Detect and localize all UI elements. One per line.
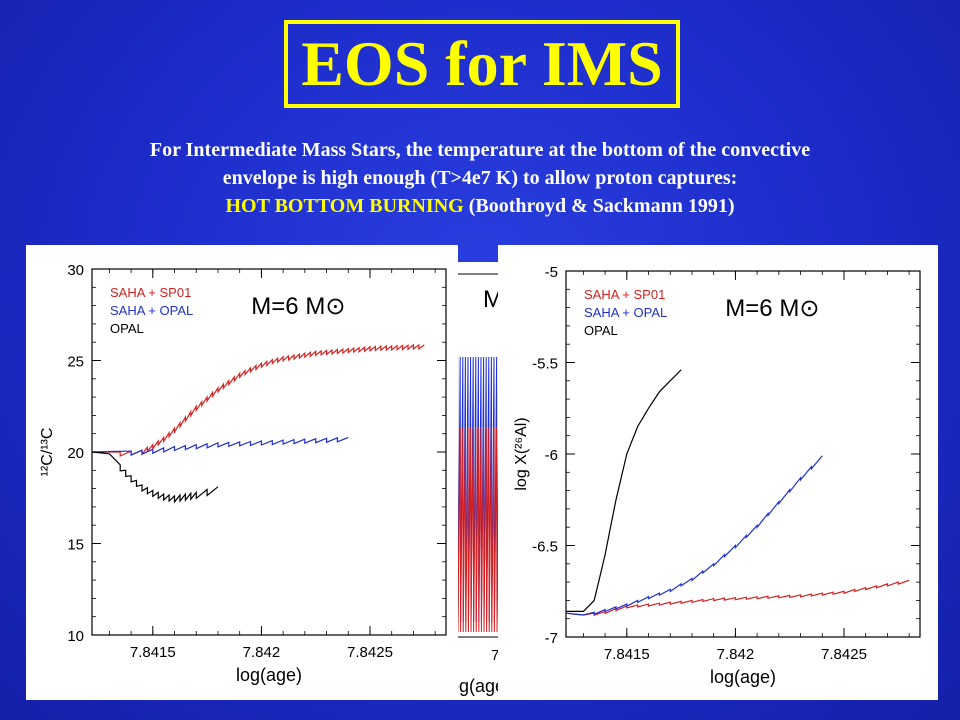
legend-entry: SAHA + OPAL [584, 305, 667, 320]
slide-title: EOS for IMS [301, 28, 663, 99]
y-axis-label: log X(²⁶Al) [513, 417, 530, 490]
middle-chart-svg: M7.log(age) [445, 273, 511, 696]
x-tick-label: 7.8425 [347, 644, 393, 661]
series-line-saha-sp01 [565, 579, 910, 617]
mass-annotation: M=6 M⊙ [251, 293, 345, 320]
series-line-saha-opal [91, 436, 349, 457]
subtitle-line-2: envelope is high enough (T>4e7 K) to all… [222, 167, 738, 189]
y-tick-label: -5 [545, 264, 558, 281]
x-axis-label: log(age) [236, 665, 302, 685]
y-tick-label: 25 [67, 354, 84, 371]
y-axis-label: ¹²C/¹³C [39, 428, 56, 477]
y-tick-label: -6.5 [532, 539, 558, 556]
series-line-opal [566, 369, 682, 612]
subtitle-line-3: HOT BOTTOM BURNING (Boothroyd & Sackmann… [0, 192, 960, 220]
x-tick-label: 7.8415 [130, 644, 176, 661]
legend-entry: SAHA + SP01 [584, 287, 665, 302]
title-box: EOS for IMS [284, 20, 680, 108]
series-line-opal [91, 451, 219, 504]
y-tick-label: 20 [67, 445, 84, 462]
legend-entry: OPAL [584, 323, 618, 338]
x-tick-label: 7.8425 [821, 646, 867, 663]
y-tick-label: -7 [545, 630, 558, 647]
legend-entry: SAHA + OPAL [110, 303, 193, 318]
y-tick-label: -5.5 [532, 356, 558, 373]
mid-x-axis-label: log(age) [455, 676, 507, 696]
left-chart-svg: 10 15 20 25 30 7.8415 7.842 7.8425 log(age) ¹²C/¹… [39, 262, 447, 685]
mid-series-line [454, 426, 506, 633]
series-line-saha-opal [565, 455, 823, 616]
left-chart-panel: 10 15 20 25 30 7.8415 7.842 7.8425 log(age) ¹²C/¹… [26, 245, 458, 700]
subtitle-line-1: For Intermediate Mass Stars, the tempera… [149, 139, 811, 161]
legend-entry: OPAL [110, 321, 144, 336]
y-tick-label: -6 [545, 447, 558, 464]
right-chart-svg: -7 -6.5 -6 -5.5 -5 7.8415 7.842 7.8425 log(age) l… [513, 264, 921, 687]
series-line-saha-sp01 [92, 343, 425, 457]
x-tick-label: 7.8415 [604, 646, 650, 663]
slide-subtitle: For Intermediate Mass Stars, the tempera… [0, 136, 960, 220]
citation-text: (Boothroyd & Sackmann 1991) [463, 195, 735, 217]
x-tick-label: 7.842 [717, 646, 755, 663]
legend-entry: SAHA + SP01 [110, 285, 191, 300]
x-axis-label: log(age) [710, 667, 776, 687]
mass-annotation: M=6 M⊙ [725, 295, 819, 322]
hot-bottom-burning-highlight: HOT BOTTOM BURNING [225, 195, 464, 217]
y-tick-label: 10 [67, 628, 84, 645]
right-chart-panel: -7 -6.5 -6 -5.5 -5 7.8415 7.842 7.8425 log(age) l… [498, 245, 938, 700]
plot-frame [91, 268, 447, 636]
plot-frame [565, 270, 921, 638]
y-tick-label: 30 [67, 262, 84, 279]
y-tick-label: 15 [67, 537, 84, 554]
x-tick-label: 7.842 [243, 644, 281, 661]
